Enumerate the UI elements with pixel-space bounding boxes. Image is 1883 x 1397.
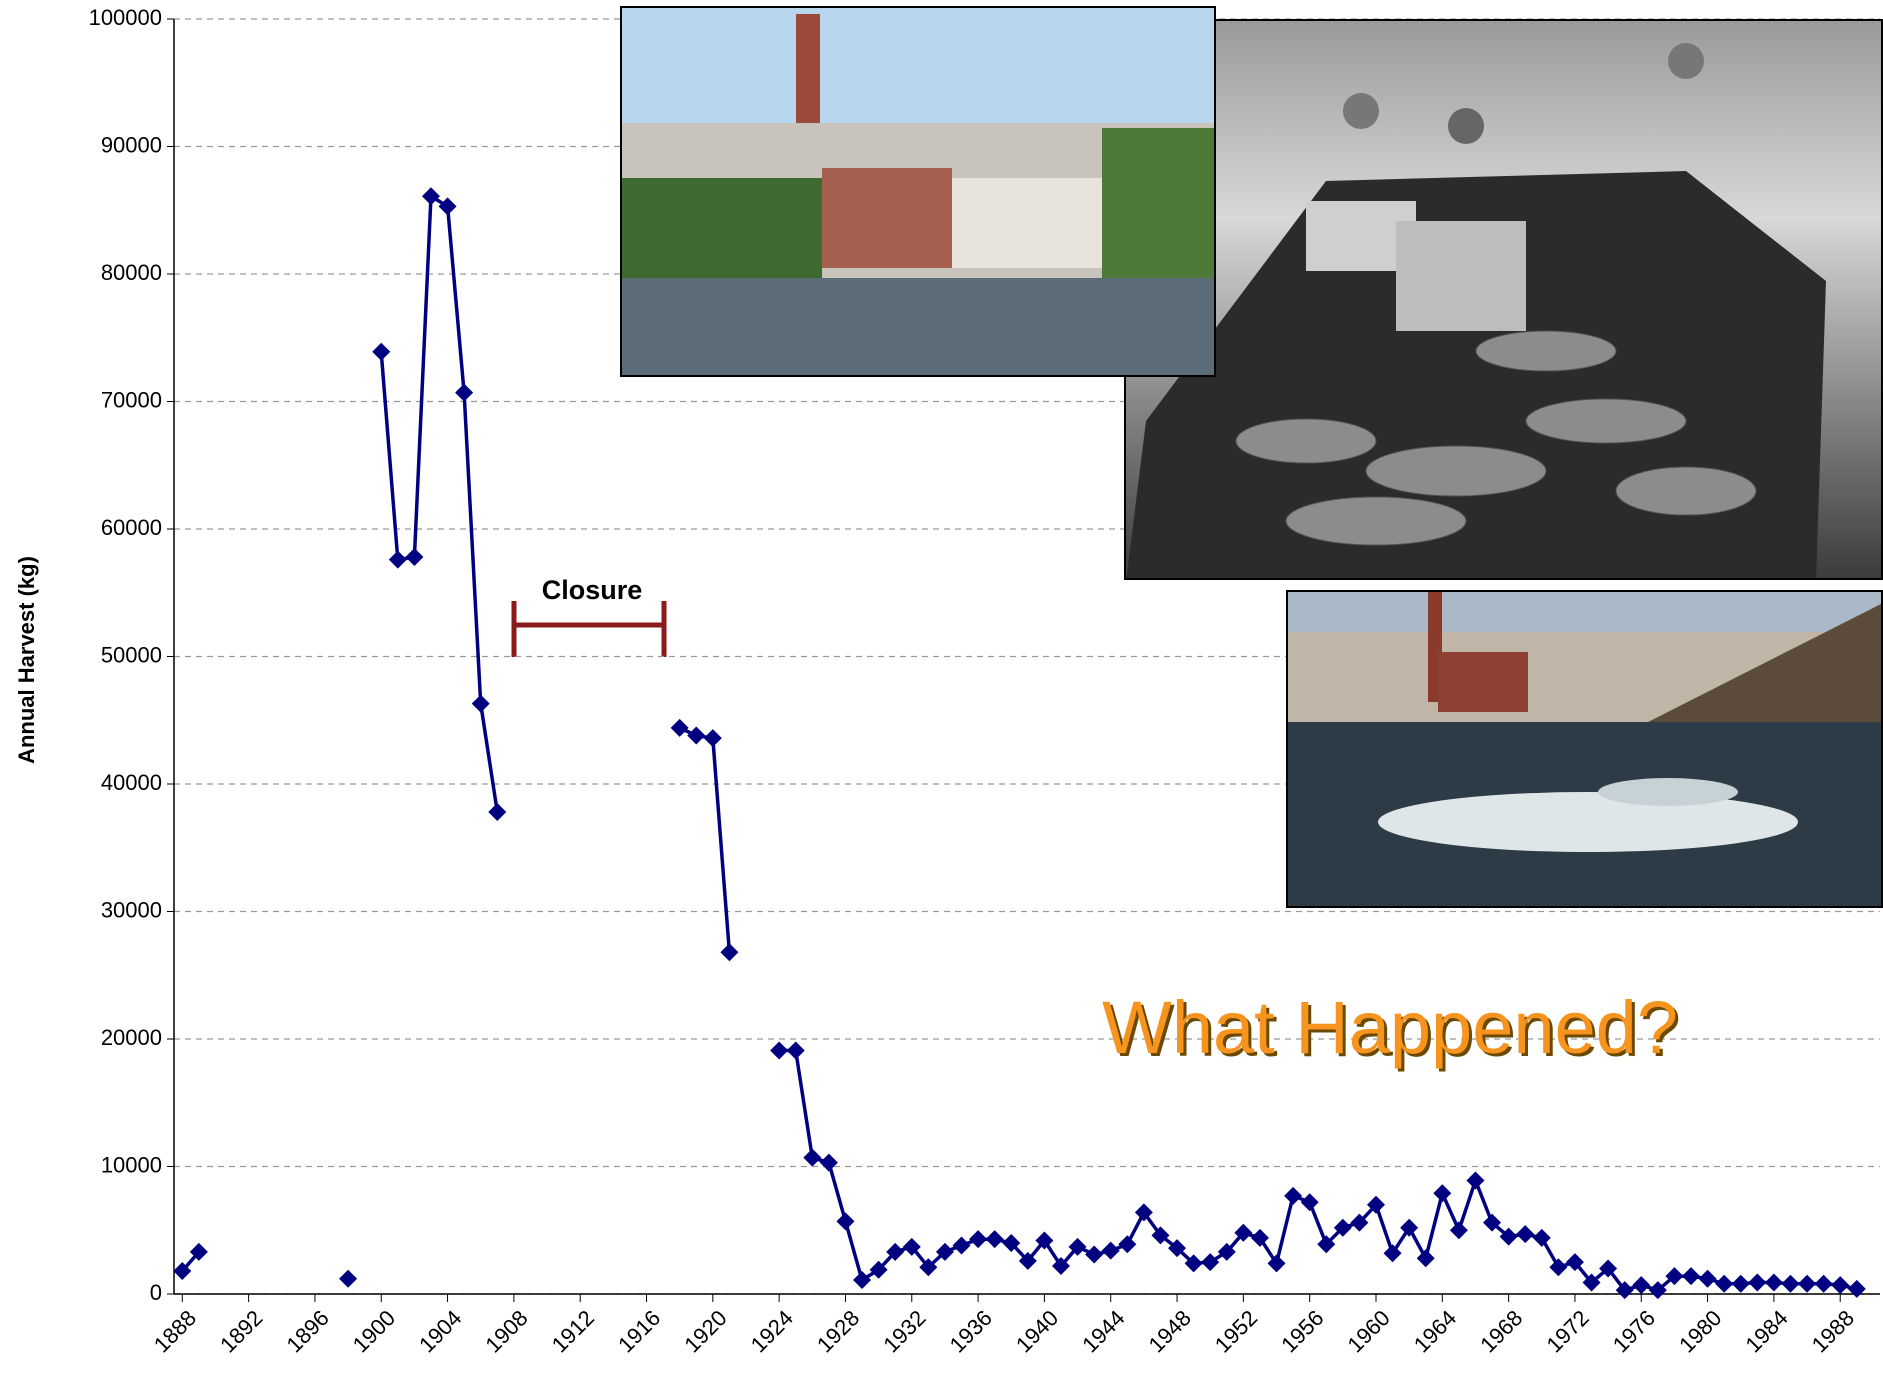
x-tick-label: 1900: [348, 1305, 400, 1357]
x-tick-label: 1988: [1807, 1305, 1859, 1357]
point-marker: [787, 1041, 805, 1059]
point-marker: [1815, 1275, 1833, 1293]
x-tick-label: 1892: [215, 1305, 267, 1357]
y-axis-label: Annual Harvest (kg): [14, 556, 39, 764]
closure-bracket: [514, 601, 664, 657]
point-marker: [1102, 1242, 1120, 1260]
point-marker: [720, 943, 738, 961]
photo-mill: [1124, 19, 1883, 580]
point-marker: [1268, 1254, 1286, 1272]
x-tick-label: 1980: [1674, 1305, 1726, 1357]
x-tick-label: 1984: [1740, 1305, 1792, 1357]
point-marker: [1715, 1275, 1733, 1293]
x-tick-label: 1896: [281, 1305, 333, 1357]
y-tick-label: 60000: [101, 515, 162, 540]
y-tick-label: 0: [150, 1280, 162, 1305]
x-tick-label: 1932: [878, 1305, 930, 1357]
x-tick-label: 1960: [1343, 1305, 1395, 1357]
point-marker: [1301, 1193, 1319, 1211]
point-marker: [439, 197, 457, 215]
y-tick-label: 40000: [101, 770, 162, 795]
x-tick-label: 1928: [812, 1305, 864, 1357]
y-tick-label: 70000: [101, 387, 162, 412]
page: Annual Harvest (kg) Closure 0 10000 20000 3…: [0, 0, 1883, 1397]
point-marker: [1251, 1229, 1269, 1247]
point-marker: [1450, 1221, 1468, 1239]
point-marker: [953, 1237, 971, 1255]
point-marker: [1433, 1184, 1451, 1202]
x-tick-label: 1916: [613, 1305, 665, 1357]
point-marker: [770, 1041, 788, 1059]
x-tick-label: 1976: [1608, 1305, 1660, 1357]
point-marker: [372, 343, 390, 361]
y-tick-label: 90000: [101, 132, 162, 157]
x-tick-label: 1920: [679, 1305, 731, 1357]
photo-paper-mill: [622, 8, 1216, 377]
point-marker: [1417, 1249, 1435, 1267]
point-marker: [1466, 1172, 1484, 1190]
point-marker: [1748, 1274, 1766, 1292]
point-marker: [671, 719, 689, 737]
point-marker: [1201, 1253, 1219, 1271]
x-tick-label: 1940: [1011, 1305, 1063, 1357]
point-marker: [1732, 1275, 1750, 1293]
y-tick-label: 50000: [101, 642, 162, 667]
y-tick-label: 10000: [101, 1152, 162, 1177]
point-marker: [1682, 1267, 1700, 1285]
x-tick-label: 1956: [1276, 1305, 1328, 1357]
point-marker: [1765, 1274, 1783, 1292]
point-marker: [1798, 1275, 1816, 1293]
point-marker: [1085, 1245, 1103, 1263]
point-marker: [1848, 1280, 1866, 1298]
point-marker: [820, 1154, 838, 1172]
point-marker: [1384, 1244, 1402, 1262]
point-marker: [405, 548, 423, 566]
point-marker: [836, 1212, 854, 1230]
x-tick-label: 1964: [1409, 1305, 1461, 1357]
point-marker: [986, 1230, 1004, 1248]
photo-frame: [620, 6, 1216, 377]
photo-fish-boat: [1126, 21, 1883, 580]
closure-label: Closure: [542, 575, 643, 605]
x-tick-label: 1944: [1077, 1305, 1129, 1357]
point-marker: [389, 551, 407, 569]
x-tick-label: 1972: [1541, 1305, 1593, 1357]
y-tick-label: 80000: [101, 260, 162, 285]
point-marker: [969, 1230, 987, 1248]
x-tick-label: 1912: [547, 1305, 599, 1357]
y-tick-label: 20000: [101, 1025, 162, 1050]
point-marker: [1118, 1235, 1136, 1253]
x-tick-label: 1936: [945, 1305, 997, 1357]
x-tick-label: 1904: [414, 1305, 466, 1357]
overlay-title: What Happened?: [1020, 985, 1760, 1070]
point-marker: [1516, 1225, 1534, 1243]
point-marker: [1400, 1219, 1418, 1237]
point-marker: [687, 727, 705, 745]
point-marker: [472, 695, 490, 713]
point-marker: [853, 1271, 871, 1289]
x-tick-label: 1888: [149, 1305, 201, 1357]
y-tick-label: 100000: [89, 5, 162, 30]
x-tick-label: 1908: [480, 1305, 532, 1357]
point-marker: [488, 803, 506, 821]
point-marker: [455, 384, 473, 402]
photo-frame: [1286, 590, 1883, 908]
point-marker: [1781, 1275, 1799, 1293]
photo-river-rapids: [1288, 592, 1883, 908]
x-tick-label: 1952: [1210, 1305, 1262, 1357]
x-tick-label: 1948: [1144, 1305, 1196, 1357]
point-marker: [704, 729, 722, 747]
y-tick-label: 30000: [101, 897, 162, 922]
point-marker: [1533, 1229, 1551, 1247]
x-tick-label: 1924: [746, 1305, 798, 1357]
point-marker: [1699, 1270, 1717, 1288]
point-marker: [1831, 1276, 1849, 1294]
point-marker: [803, 1149, 821, 1167]
point-marker: [1549, 1258, 1567, 1276]
point-marker: [422, 187, 440, 205]
point-marker: [1632, 1276, 1650, 1294]
point-marker: [1284, 1187, 1302, 1205]
point-marker: [339, 1270, 357, 1288]
x-tick-label: 1968: [1475, 1305, 1527, 1357]
